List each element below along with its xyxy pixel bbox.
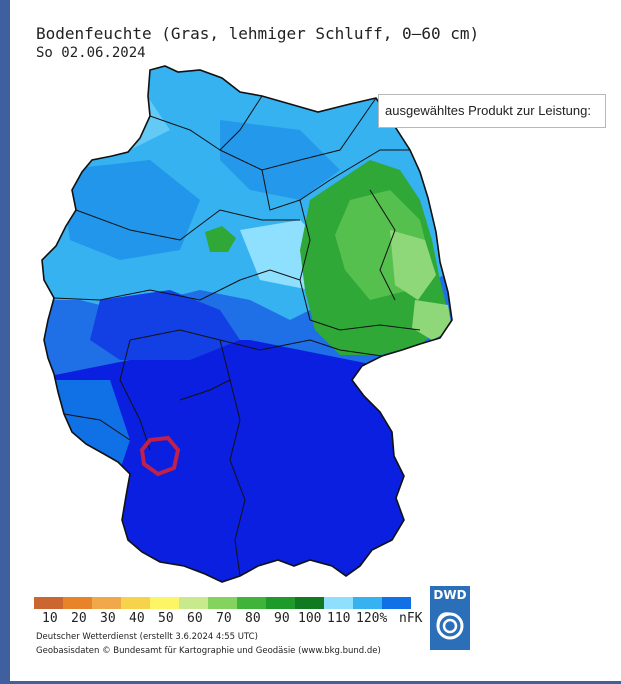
- legend-swatch-7: [237, 597, 266, 609]
- legend-swatch-2: [92, 597, 121, 609]
- window-frame-bottom: [0, 681, 621, 684]
- legend-unit: nFK: [399, 611, 423, 626]
- legend-swatch-4: [150, 597, 179, 609]
- legend-label: 60: [187, 611, 203, 626]
- legend-labels: 10 20 30 40 50 60 70 80 90 100 110 120% …: [34, 611, 434, 629]
- state-borders: [53, 95, 421, 577]
- legend-swatch-10: [324, 597, 353, 609]
- legend-swatch-12: [382, 597, 411, 609]
- germany-border: [41, 65, 453, 583]
- legend-swatch-9: [295, 597, 324, 609]
- legend-swatch-5: [179, 597, 208, 609]
- legend-swatch-6: [208, 597, 237, 609]
- credit-geodata: Geobasisdaten © Bundesamt für Kartograph…: [36, 646, 381, 656]
- dwd-logo-text: DWD: [433, 588, 467, 602]
- color-legend: [34, 597, 411, 609]
- dwd-logo[interactable]: DWD: [430, 586, 470, 650]
- legend-label: 90: [274, 611, 290, 626]
- map-title: Bodenfeuchte (Gras, lehmiger Schluff, 0–…: [36, 24, 480, 43]
- legend-label: 120%: [356, 611, 388, 626]
- legend-label: 110: [327, 611, 351, 626]
- legend-label: 70: [216, 611, 232, 626]
- map-date: So 02.06.2024: [36, 45, 146, 61]
- legend-label: 80: [245, 611, 261, 626]
- legend-swatch-3: [121, 597, 150, 609]
- legend-swatch-0: [34, 597, 63, 609]
- legend-label: 20: [71, 611, 87, 626]
- selected-location-marker[interactable]: [139, 435, 181, 477]
- legend-label: 50: [158, 611, 174, 626]
- legend-swatch-1: [63, 597, 92, 609]
- legend-label: 40: [129, 611, 145, 626]
- legend-label: 100: [298, 611, 322, 626]
- legend-swatch-8: [266, 597, 295, 609]
- window-frame-left: [0, 0, 10, 684]
- legend-swatch-11: [353, 597, 382, 609]
- swirl-icon: [436, 612, 464, 640]
- legend-label: 30: [100, 611, 116, 626]
- product-tooltip: ausgewähltes Produkt zur Leistung:: [378, 94, 606, 128]
- credit-dwd: Deutscher Wetterdienst (erstellt 3.6.202…: [36, 632, 258, 642]
- legend-label: 10: [42, 611, 58, 626]
